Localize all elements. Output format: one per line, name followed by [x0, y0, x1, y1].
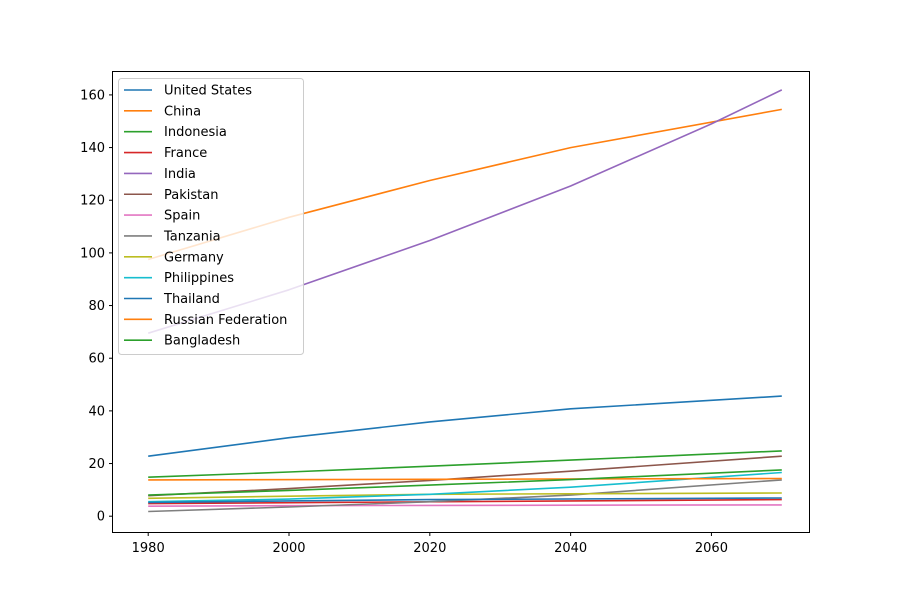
legend-item: France — [124, 146, 207, 161]
y-axis: 0 20 40 60 80 100 120 140 160 — [80, 88, 113, 525]
legend-item: Spain — [124, 209, 200, 224]
legend-item: India — [124, 167, 196, 182]
x-tick-label: 2020 — [413, 541, 446, 556]
x-axis: 1980 2000 2020 2040 2060 — [132, 532, 728, 556]
series-line-12 — [148, 469, 782, 496]
series-line-0 — [148, 395, 782, 457]
y-tick-label: 160 — [80, 88, 105, 103]
y-tick-label: 40 — [88, 404, 105, 419]
legend-item: Russian Federation — [124, 313, 287, 328]
legend-label: Tanzania — [163, 229, 221, 244]
legend-item: Germany — [124, 250, 224, 265]
legend-label: France — [164, 146, 207, 161]
legend-label: Pakistan — [164, 188, 218, 203]
y-tick-label: 20 — [88, 457, 105, 472]
y-tick-label: 60 — [88, 352, 105, 367]
legend-label: Philippines — [164, 271, 234, 286]
legend-label: Germany — [164, 250, 224, 265]
legend: United States China Indonesia France India Pa… — [118, 78, 304, 355]
legend-item: Pakistan — [124, 188, 218, 203]
y-tick-label: 100 — [80, 246, 105, 261]
series-line-9 — [148, 471, 782, 503]
series-line-3 — [148, 498, 782, 505]
legend-label: Thailand — [163, 292, 220, 307]
series-line-8 — [148, 492, 782, 500]
legend-label: India — [164, 167, 196, 182]
x-tick-label: 2000 — [272, 541, 305, 556]
x-tick-label: 2060 — [695, 541, 728, 556]
legend-frame — [118, 78, 304, 355]
series-line-5 — [148, 455, 782, 497]
legend-item: China — [124, 104, 201, 119]
y-tick-label: 80 — [88, 299, 105, 314]
legend-items: United States China Indonesia France India Pa… — [124, 84, 287, 349]
legend-item: United States — [124, 84, 252, 99]
y-tick-label: 120 — [80, 194, 105, 209]
x-tick-label: 2040 — [554, 541, 587, 556]
legend-label: Russian Federation — [164, 313, 287, 328]
legend-label: China — [164, 104, 201, 119]
x-tick-label: 1980 — [132, 541, 165, 556]
legend-item: Tanzania — [124, 229, 221, 244]
series-line-10 — [148, 497, 782, 504]
legend-item: Bangladesh — [124, 334, 240, 349]
legend-item: Indonesia — [124, 125, 227, 140]
plot-frame — [112, 71, 810, 533]
legend-label: Spain — [164, 209, 200, 224]
series-line-11 — [148, 477, 782, 481]
y-tick-label: 0 — [97, 510, 105, 525]
legend-label: Bangladesh — [164, 334, 240, 349]
series-line-2 — [148, 450, 782, 478]
legend-item: Thailand — [124, 292, 220, 307]
y-tick-label: 140 — [80, 141, 105, 156]
series-line-6 — [148, 504, 782, 508]
series-layer — [147, 89, 783, 513]
series-line-7 — [148, 479, 782, 513]
legend-item: Philippines — [124, 271, 234, 286]
legend-label: Indonesia — [164, 125, 227, 140]
legend-label: United States — [164, 84, 252, 99]
